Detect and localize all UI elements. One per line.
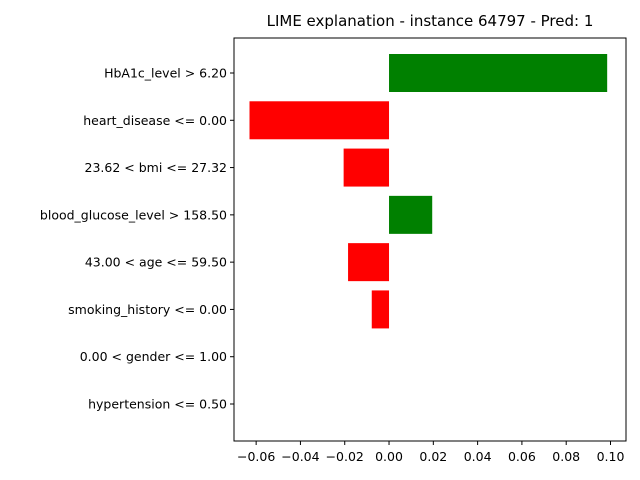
x-axis: −0.06 −0.04 −0.02 0.00 0.02 0.04 0.06 0.08 0.10 [237, 441, 624, 464]
x-tick-label-8: 0.10 [597, 449, 625, 464]
category-label-5: smoking_history <= 0.00 [68, 302, 227, 317]
category-label-0: HbA1c_level > 6.20 [104, 66, 227, 81]
x-tick-label-1: −0.04 [281, 449, 319, 464]
bar-2 [343, 148, 390, 187]
category-label-3: blood_glucose_level > 158.50 [40, 207, 227, 222]
x-tick-label-0: −0.06 [237, 449, 275, 464]
y-axis: HbA1c_level > 6.20 heart_disease <= 0.00 2… [40, 66, 234, 412]
category-label-6: 0.00 < gender <= 1.00 [80, 349, 227, 364]
x-tick-label-3: 0.00 [375, 449, 403, 464]
category-label-1: heart_disease <= 0.00 [83, 113, 227, 128]
bar-4 [348, 243, 390, 282]
x-tick-label-6: 0.06 [508, 449, 536, 464]
plot-frame [233, 37, 627, 442]
category-label-4: 43.00 < age <= 59.50 [85, 255, 227, 270]
category-label-7: hypertension <= 0.50 [88, 397, 227, 412]
chart-title: LIME explanation - instance 64797 - Pred… [267, 12, 594, 30]
bars-group [249, 54, 608, 329]
bar-1 [249, 101, 390, 140]
bar-3 [389, 195, 433, 234]
x-tick-label-7: 0.08 [552, 449, 580, 464]
x-tick-label-5: 0.04 [464, 449, 492, 464]
bar-0 [389, 54, 608, 92]
category-label-2: 23.62 < bmi <= 27.32 [85, 160, 227, 175]
x-tick-label-2: −0.02 [326, 449, 364, 464]
x-tick-label-4: 0.02 [419, 449, 447, 464]
bar-5 [371, 290, 390, 329]
